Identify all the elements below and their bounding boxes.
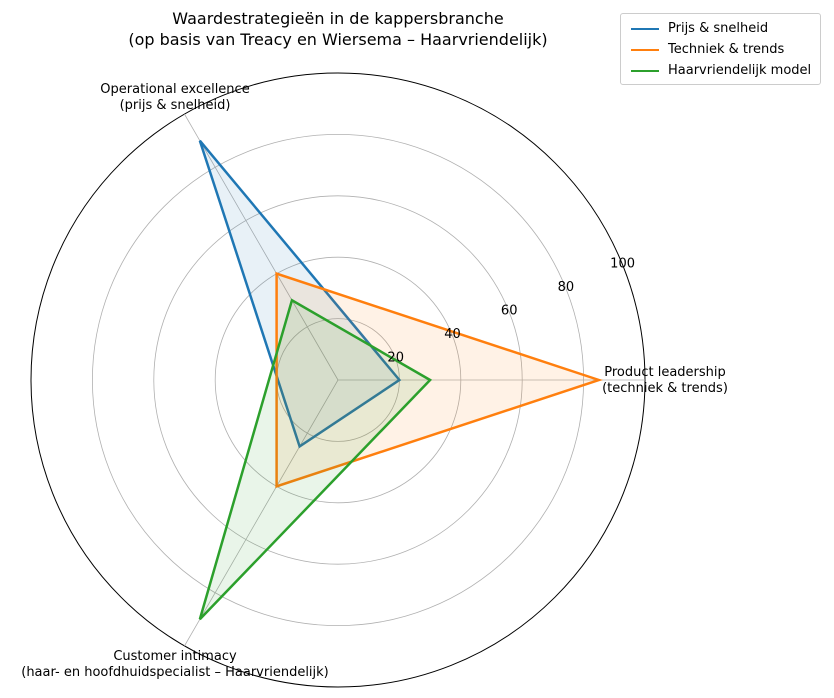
legend-label-prijs-snelheid: Prijs & snelheid xyxy=(668,21,769,36)
axis-label-1-line2: (prijs & snelheid) xyxy=(120,98,231,113)
radial-tick-label-60: 60 xyxy=(501,304,518,319)
label-layer: 20 40 60 80 100 Product leadership(techniek &… xyxy=(21,82,728,680)
legend-item-haarvriendelijk-model: Haarvriendelijk model xyxy=(631,62,811,80)
legend-label-haarvriendelijk-model: Haarvriendelijk model xyxy=(668,63,812,78)
radial-tick-label-20: 20 xyxy=(387,351,404,366)
legend-swatch-techniek-trends xyxy=(631,49,659,51)
axis-label-0: Product leadership(techniek & trends) xyxy=(602,365,728,396)
radial-tick-label-100: 100 xyxy=(610,257,635,272)
series-line-0 xyxy=(198,139,402,449)
series-fill-0 xyxy=(199,140,400,447)
axis-spoke-2 xyxy=(184,379,339,647)
axis-label-2-line1: Customer intimacy xyxy=(113,649,237,664)
legend-item-prijs-snelheid: Prijs & snelheid xyxy=(631,20,768,38)
series-fill-2 xyxy=(199,300,431,620)
radial-tick-label-40: 40 xyxy=(444,327,461,342)
series-fill-1 xyxy=(276,273,599,487)
axis-label-2: Customer intimacy(haar- en hoofdhuidspec… xyxy=(21,649,329,680)
series-layer xyxy=(198,139,603,621)
legend-swatch-haarvriendelijk-model xyxy=(631,70,659,72)
chart-subtitle: (op basis van Treacy en Wiersema – Haarv… xyxy=(128,30,547,49)
legend-label-techniek-trends: Techniek & trends xyxy=(668,42,785,57)
axis-label-2-line2: (haar- en hoofdhuidspecialist – Haarvrie… xyxy=(21,665,329,680)
axis-label-0-line1: Product leadership xyxy=(604,365,726,380)
legend: Prijs & snelheid Techniek & trends Haarv… xyxy=(620,13,821,85)
legend-swatch-prijs-snelheid xyxy=(631,28,659,30)
legend-item-techniek-trends: Techniek & trends xyxy=(631,41,784,59)
axis-spoke-1 xyxy=(184,113,339,381)
grid-layer xyxy=(30,72,646,688)
axis-label-1-line1: Operational excellence xyxy=(100,82,249,97)
axis-label-0-line2: (techniek & trends) xyxy=(602,381,728,396)
axis-label-1: Operational excellence(prijs & snelheid) xyxy=(100,82,249,113)
chart-title: Waardestrategieën in de kappersbranche xyxy=(172,9,503,28)
series-line-2 xyxy=(198,298,433,621)
radial-tick-label-80: 80 xyxy=(558,280,575,295)
series-line-1 xyxy=(275,271,603,489)
